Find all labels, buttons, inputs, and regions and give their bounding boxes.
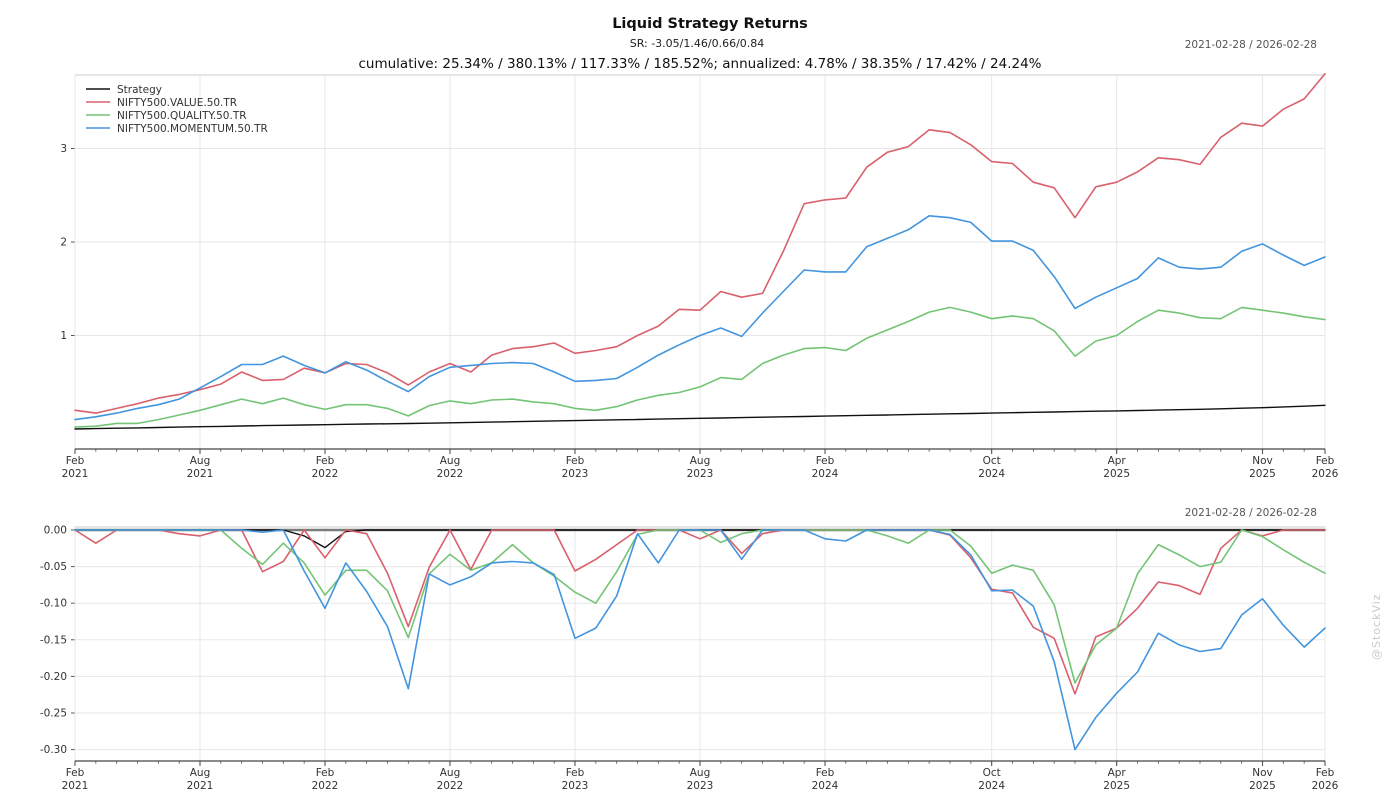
legend-label-momentum: NIFTY500.MOMENTUM.50.TR — [117, 123, 268, 135]
sharpe-subtitle: SR: -3.05/1.46/0.66/0.84 — [630, 37, 765, 50]
y-tick-label: -0.20 — [40, 671, 67, 683]
y-tick-label: -0.10 — [40, 598, 67, 610]
date-range-top: 2021-02-28 / 2026-02-28 — [1185, 39, 1317, 51]
y-tick-label: -0.15 — [40, 634, 67, 646]
x-tick-label-month: Feb — [316, 767, 335, 779]
y-tick-label: 0.00 — [44, 525, 67, 537]
x-tick-label-year: 2021 — [187, 468, 214, 480]
x-tick-label-year: 2026 — [1312, 780, 1339, 792]
legend: StrategyNIFTY500.VALUE.50.TRNIFTY500.QUA… — [86, 84, 268, 135]
x-tick-label-month: Feb — [566, 767, 585, 779]
x-tick-label-month: Oct — [983, 455, 1001, 467]
x-tick-label-month: Feb — [1316, 455, 1335, 467]
x-tick-label-month: Nov — [1252, 455, 1273, 467]
x-tick-label-month: Feb — [816, 767, 835, 779]
x-tick-label-year: 2023 — [687, 468, 714, 480]
series-line-value — [74, 72, 1326, 414]
x-tick-label-year: 2024 — [812, 468, 839, 480]
x-tick-label-year: 2023 — [562, 780, 589, 792]
x-tick-label-month: Aug — [440, 767, 461, 779]
x-tick-label-year: 2022 — [437, 780, 464, 792]
x-tick-label-month: Aug — [440, 455, 461, 467]
x-tick-label-year: 2025 — [1249, 468, 1276, 480]
series-line-strategy — [74, 404, 1326, 430]
x-tick-label-year: 2025 — [1103, 468, 1130, 480]
x-tick-label-year: 2024 — [978, 468, 1005, 480]
watermark: @StockViz — [1370, 593, 1383, 660]
legend-label-strategy: Strategy — [117, 84, 162, 96]
x-tick-label-month: Aug — [190, 455, 211, 467]
x-tick-label-month: Aug — [690, 455, 711, 467]
y-tick-label: 1 — [60, 330, 67, 342]
series-line-momentum — [74, 215, 1326, 421]
x-tick-label-year: 2022 — [437, 468, 464, 480]
x-tick-label-month: Feb — [566, 455, 585, 467]
x-tick-label-year: 2021 — [187, 780, 214, 792]
x-tick-label-year: 2024 — [978, 780, 1005, 792]
y-tick-label: -0.05 — [40, 561, 67, 573]
page-title: Liquid Strategy Returns — [612, 16, 808, 32]
y-tick-label: 2 — [60, 236, 67, 248]
x-tick-label-year: 2025 — [1103, 780, 1130, 792]
x-tick-label-year: 2026 — [1312, 468, 1339, 480]
y-tick-label: -0.25 — [40, 707, 67, 719]
x-tick-label-month: Aug — [690, 767, 711, 779]
x-tick-label-year: 2021 — [62, 468, 89, 480]
x-tick-label-month: Feb — [316, 455, 335, 467]
x-tick-label-year: 2025 — [1249, 780, 1276, 792]
x-tick-label-month: Feb — [66, 767, 85, 779]
series-line-momentum — [74, 529, 1326, 751]
x-tick-label-month: Apr — [1108, 767, 1127, 779]
stats-line: cumulative: 25.34% / 380.13% / 117.33% /… — [358, 56, 1041, 72]
y-tick-label: 3 — [60, 143, 67, 155]
x-tick-label-month: Apr — [1108, 455, 1127, 467]
x-tick-label-month: Feb — [66, 455, 85, 467]
x-tick-label-month: Nov — [1252, 767, 1273, 779]
x-tick-label-year: 2024 — [812, 780, 839, 792]
x-tick-label-month: Feb — [816, 455, 835, 467]
series-line-quality — [74, 306, 1326, 428]
x-tick-label-year: 2022 — [312, 780, 339, 792]
x-tick-label-month: Aug — [190, 767, 211, 779]
legend-label-value: NIFTY500.VALUE.50.TR — [117, 97, 237, 109]
x-tick-label-year: 2023 — [562, 468, 589, 480]
y-tick-label: -0.30 — [40, 744, 67, 756]
cumulative-returns-plot: 123Feb2021Aug2021Feb2022Aug2022Feb2023Au… — [60, 72, 1339, 480]
x-tick-label-month: Oct — [983, 767, 1001, 779]
x-tick-label-month: Feb — [1316, 767, 1335, 779]
x-tick-label-year: 2023 — [687, 780, 714, 792]
x-tick-label-year: 2022 — [312, 468, 339, 480]
date-range-bottom: 2021-02-28 / 2026-02-28 — [1185, 507, 1317, 519]
legend-label-quality: NIFTY500.QUALITY.50.TR — [117, 110, 247, 122]
x-tick-label-year: 2021 — [62, 780, 89, 792]
drawdown-plot: 0.00-0.05-0.10-0.15-0.20-0.25-0.30Feb202… — [40, 525, 1339, 792]
